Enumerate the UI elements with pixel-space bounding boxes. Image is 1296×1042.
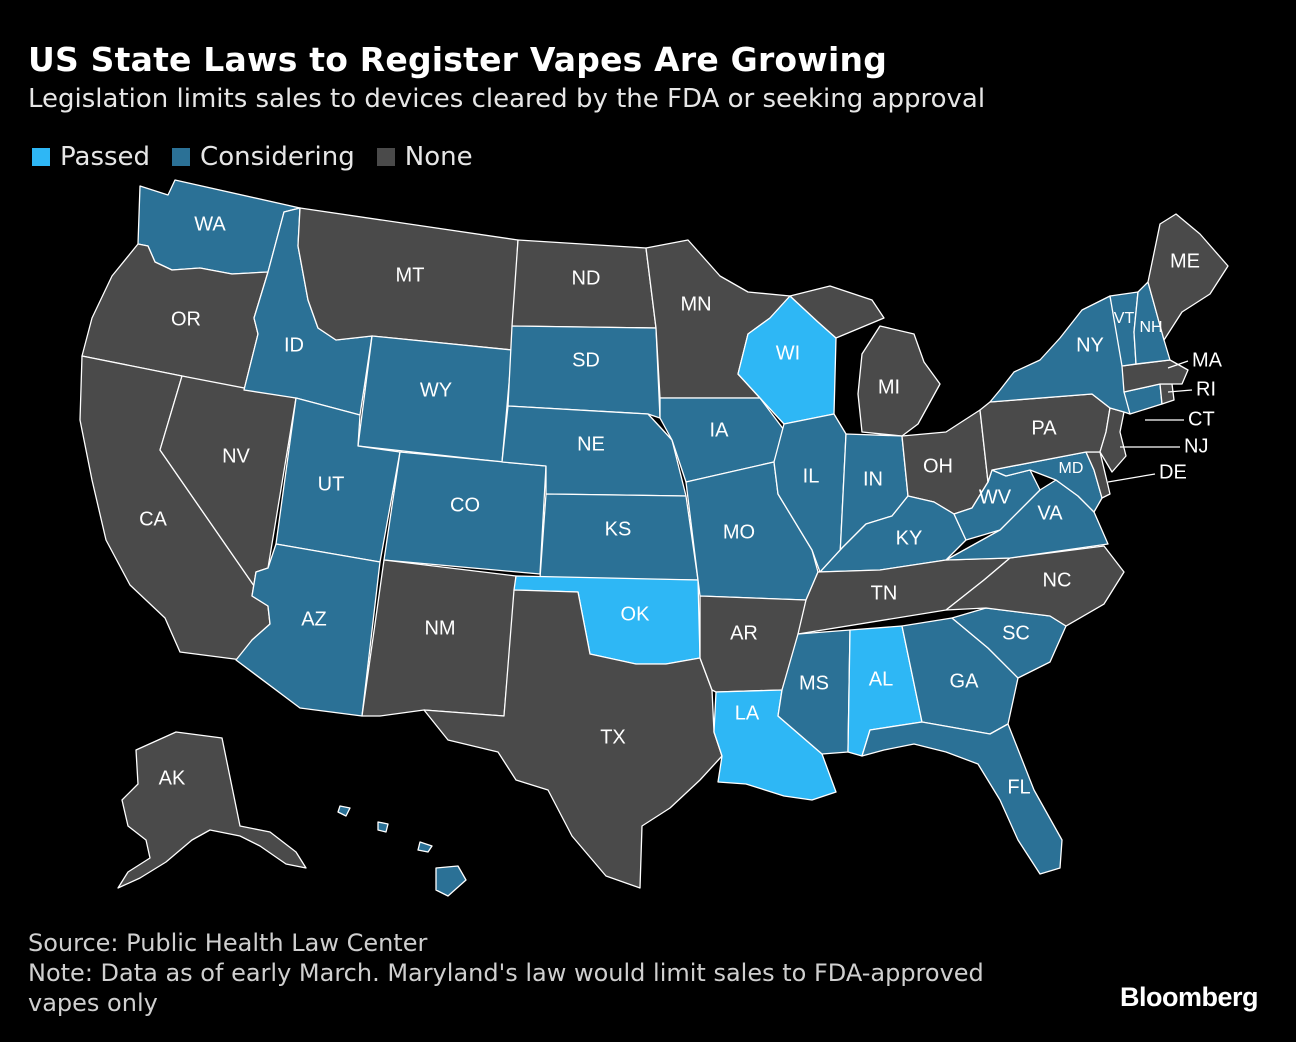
label-fl: FL <box>1007 776 1030 798</box>
callout-label-ma: MA <box>1192 349 1223 371</box>
legend-swatch-considering <box>172 148 191 166</box>
state-nc <box>945 545 1125 627</box>
legend-label-passed: Passed <box>60 142 151 172</box>
callout-line-ma <box>1167 360 1189 369</box>
data-note: Note: Data as of early March. Maryland's… <box>28 959 984 1017</box>
state-ma <box>1121 359 1189 393</box>
callout-label-nj: NJ <box>1184 435 1208 457</box>
label-il: IL <box>803 465 820 487</box>
label-ca: CA <box>139 508 167 530</box>
label-nv: NV <box>222 445 250 467</box>
callout-line-ri <box>1167 389 1193 393</box>
chart-title: US State Laws to Register Vapes Are Grow… <box>28 40 888 79</box>
state-ak <box>117 731 307 889</box>
label-la: LA <box>735 702 760 724</box>
label-az: AZ <box>301 608 327 630</box>
label-tx: TX <box>600 726 626 748</box>
label-mn: MN <box>680 293 711 315</box>
state-mi <box>789 285 941 437</box>
bloomberg-logo: Bloomberg <box>1119 982 1259 1012</box>
label-wy: WY <box>420 379 452 401</box>
callouts: MA RI CT NJ DE <box>1107 349 1223 483</box>
label-sc: SC <box>1002 622 1030 644</box>
legend-label-none: None <box>404 142 473 172</box>
legend: Passed Considering None <box>32 142 495 172</box>
label-nd: ND <box>572 267 601 289</box>
label-me: ME <box>1170 250 1200 272</box>
label-mi: MI <box>878 376 900 398</box>
label-id: ID <box>284 334 304 356</box>
label-ms: MS <box>799 672 829 694</box>
state-labels: WA OR CA NV ID MT WY UT AZ CO NM ND SD N… <box>139 213 1200 798</box>
label-wi: WI <box>776 342 800 364</box>
label-sd: SD <box>572 349 600 371</box>
label-ok: OK <box>621 603 651 625</box>
state-ny <box>989 295 1131 415</box>
state-me <box>1147 213 1229 341</box>
legend-item-considering: Considering <box>172 142 355 172</box>
state-sd <box>507 325 661 419</box>
footer: Source: Public Health Law Center Note: D… <box>28 928 1048 1018</box>
label-ne: NE <box>577 433 605 455</box>
label-va: VA <box>1037 502 1063 524</box>
legend-item-passed: Passed <box>32 142 150 172</box>
label-nm: NM <box>424 617 455 639</box>
chart-subtitle: Legislation limits sales to devices clea… <box>28 84 986 114</box>
legend-swatch-passed <box>32 148 50 166</box>
label-ny: NY <box>1076 334 1104 356</box>
label-tn: TN <box>871 582 898 604</box>
callout-label-ct: CT <box>1188 408 1215 430</box>
label-mo: MO <box>723 521 755 543</box>
label-pa: PA <box>1031 417 1057 439</box>
legend-swatch-none <box>376 148 395 166</box>
state-ri <box>1159 383 1175 405</box>
label-ky: KY <box>896 527 923 549</box>
label-ga: GA <box>950 670 980 692</box>
label-or: OR <box>171 308 201 330</box>
legend-label-considering: Considering <box>200 142 355 172</box>
label-nh: NH <box>1139 319 1162 336</box>
callout-label-de: DE <box>1159 461 1187 483</box>
label-md: MD <box>1059 460 1084 477</box>
state-wi <box>737 295 837 425</box>
state-nj <box>1099 407 1127 473</box>
label-co: CO <box>450 494 480 516</box>
label-ia: IA <box>710 419 730 441</box>
label-ut: UT <box>318 473 345 495</box>
label-al: AL <box>869 668 893 690</box>
label-in: IN <box>863 468 883 490</box>
label-vt: VT <box>1114 310 1135 327</box>
label-oh: OH <box>923 455 953 477</box>
label-nc: NC <box>1043 569 1072 591</box>
state-fl <box>861 721 1063 875</box>
callout-line-de <box>1107 473 1156 483</box>
label-ar: AR <box>730 622 758 644</box>
state-tx <box>423 589 723 889</box>
state-hi <box>337 805 467 897</box>
label-ak: AK <box>159 767 186 789</box>
label-wa: WA <box>194 213 226 235</box>
label-mt: MT <box>396 264 425 286</box>
label-wv: WV <box>979 486 1012 508</box>
label-ks: KS <box>605 518 632 540</box>
source-note: Source: Public Health Law Center <box>28 929 428 957</box>
legend-item-none: None <box>376 142 473 172</box>
callout-label-ri: RI <box>1196 378 1216 400</box>
